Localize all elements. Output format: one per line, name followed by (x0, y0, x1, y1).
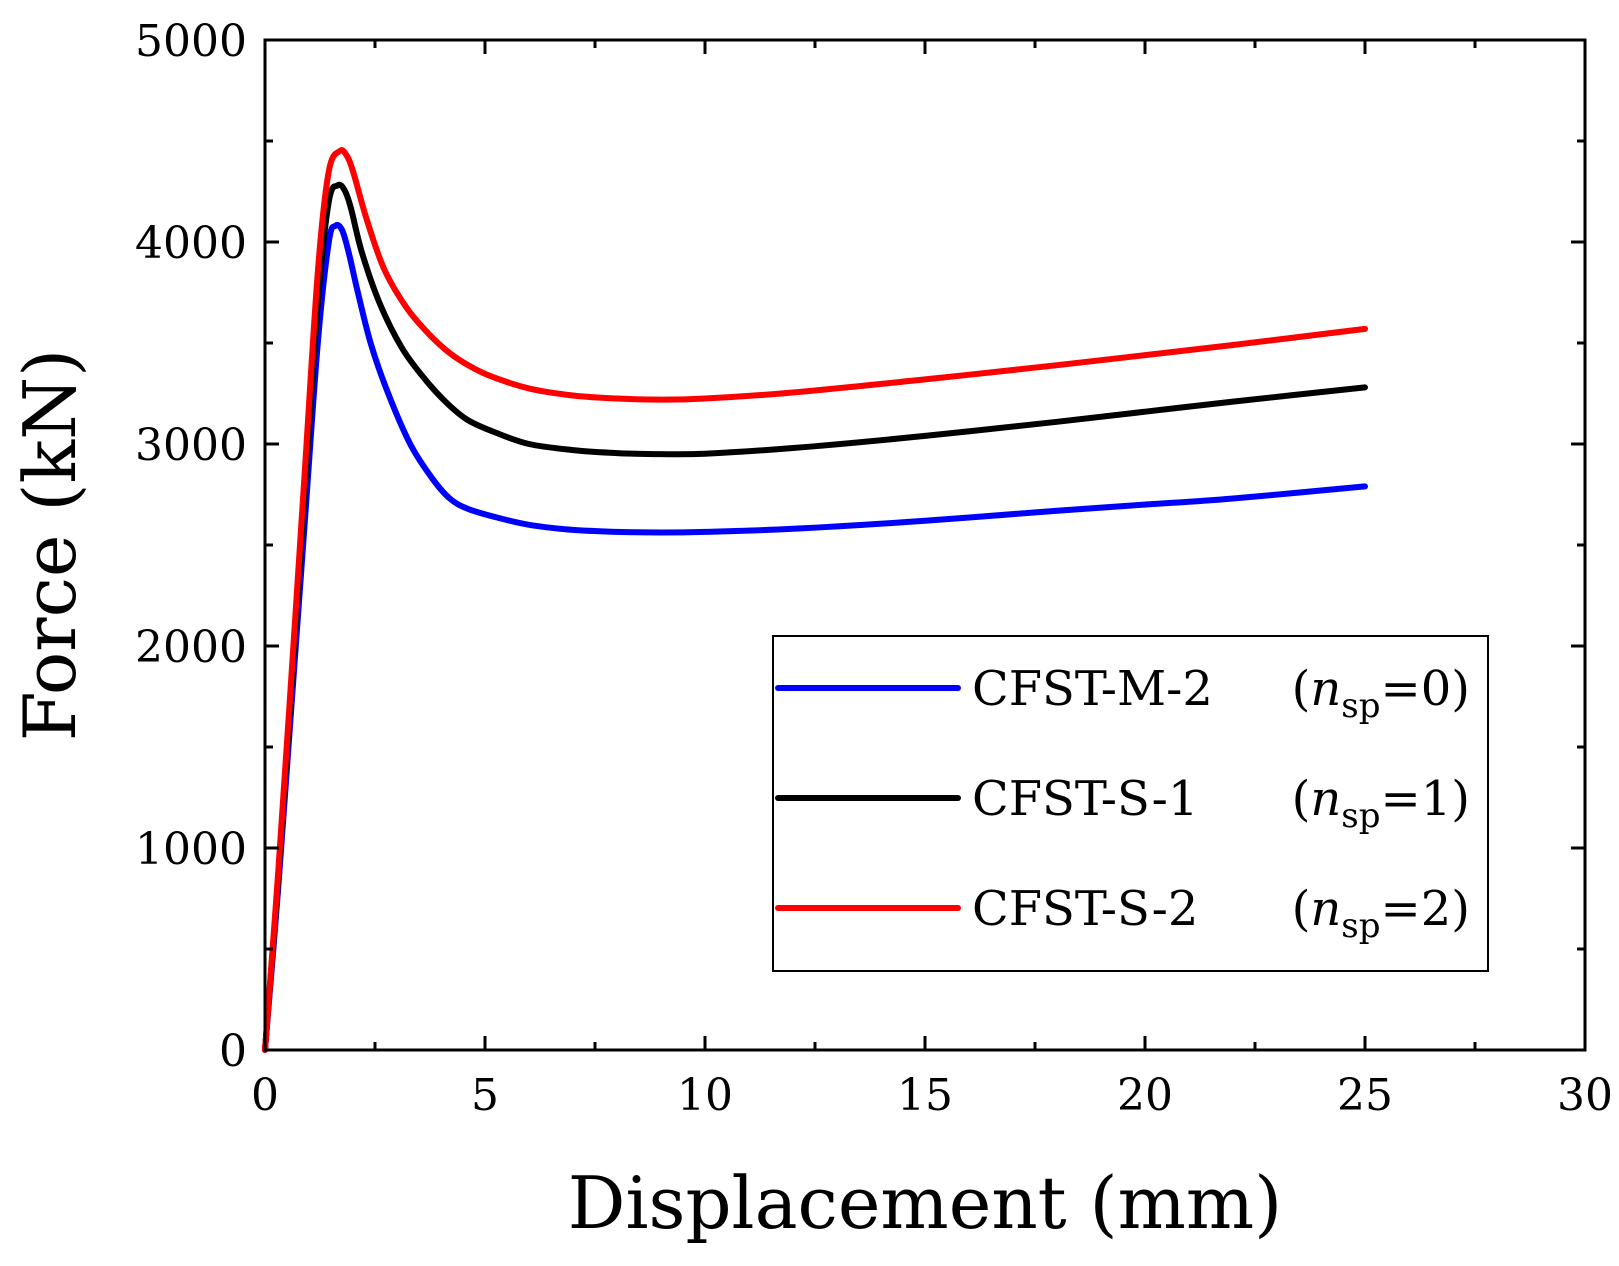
legend: CFST-M-2 (nsp=0) CFST-S-1 (nsp=1) CFST-S-2 (n… (772, 635, 1489, 972)
legend-items: CFST-M-2 (nsp=0) CFST-S-1 (nsp=1) CFST-S-2 (n… (775, 661, 1470, 946)
x-tick-label: 5 (471, 1070, 499, 1121)
y-tick-label: 4000 (135, 218, 247, 269)
legend-label: CFST-M-2 (972, 661, 1213, 717)
y-tick-label: 2000 (135, 622, 247, 673)
y-tick-label: 0 (219, 1026, 247, 1077)
legend-param: (nsp=1) (1292, 771, 1470, 836)
y-tick-label: 1000 (135, 824, 247, 875)
y-tick-label: 5000 (135, 16, 247, 67)
x-tick-label: 25 (1337, 1070, 1393, 1121)
series-line-CFST-S-2 (262, 147, 1368, 1053)
series-layer (262, 147, 1368, 1053)
legend-label: CFST-S-1 (972, 771, 1198, 827)
legend-param: (nsp=0) (1292, 661, 1470, 726)
x-tick-label: 10 (677, 1070, 733, 1121)
legend-label: CFST-S-2 (972, 881, 1198, 937)
legend-frame (772, 635, 1489, 972)
x-tick-label: 15 (897, 1070, 953, 1121)
y-tick-label: 3000 (135, 420, 247, 471)
legend-param: (nsp=2) (1292, 881, 1470, 946)
x-axis-title: Displacement (mm) (568, 1161, 1282, 1245)
y-axis-title: Force (kN) (8, 349, 92, 741)
x-tick-label: 0 (251, 1070, 279, 1121)
x-tick-label: 30 (1557, 1070, 1613, 1121)
ticks-layer: 0 5 10 15 20 25 30 0 1000 2000 3000 4000 5000 (135, 16, 1613, 1121)
x-tick-label: 20 (1117, 1070, 1173, 1121)
